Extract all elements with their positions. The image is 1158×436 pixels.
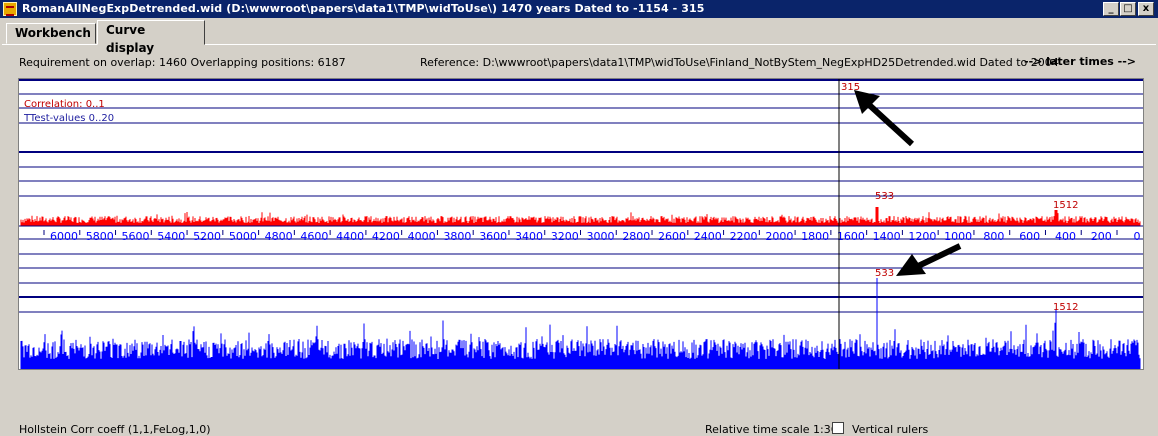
axis-tick-label: 2400 <box>694 230 722 243</box>
title-bar: RomanAllNegExpDetrended.wid (D:\wwwroot\… <box>0 0 1158 18</box>
axis-tick-label: 5400 <box>157 230 185 243</box>
curve-display-panel <box>2 44 1156 436</box>
marker-533-ttest: 533 <box>875 268 894 279</box>
minimize-button[interactable]: _ <box>1103 2 1119 16</box>
arrow-annotation-top <box>854 90 915 147</box>
axis-tick-label: 3000 <box>587 230 615 243</box>
axis-tick-label: 1000 <box>944 230 972 243</box>
app-icon <box>3 2 17 16</box>
axis-tick-label: 800 <box>983 230 1004 243</box>
axis-tick-label: 4400 <box>336 230 364 243</box>
marker-533-correlation: 533 <box>875 191 894 202</box>
correlation-curve <box>20 207 1141 226</box>
axis-tick-label: 5600 <box>122 230 150 243</box>
axis-tick-label: 1400 <box>873 230 901 243</box>
axis-tick-label: 400 <box>1055 230 1076 243</box>
marker-315: 315 <box>841 82 860 93</box>
vertical-rulers-checkbox[interactable] <box>832 422 844 434</box>
axis-tick-label: 4800 <box>265 230 293 243</box>
axis-tick-label: 3800 <box>443 230 471 243</box>
vertical-rulers-label: Vertical rulers <box>852 423 929 436</box>
tab-curve-display[interactable]: Curve display <box>97 20 205 55</box>
axis-tick-label: 4200 <box>372 230 400 243</box>
ttest-curve <box>20 278 1141 369</box>
arrow-annotation-bottom <box>896 243 962 276</box>
reference-info: Reference: D:\wwwroot\papers\data1\TMP\w… <box>420 56 1059 69</box>
axis-tick-label: 3200 <box>551 230 579 243</box>
coefficient-label: Hollstein Corr coeff (1,1,FeLog,1,0) <box>19 423 211 436</box>
maximize-button[interactable]: □ <box>1120 2 1136 16</box>
axis-tick-label: 0 <box>1134 230 1141 243</box>
window-title: RomanAllNegExpDetrended.wid (D:\wwwroot\… <box>22 2 705 15</box>
axis-tick-label: 600 <box>1019 230 1040 243</box>
axis-tick-label: 3600 <box>479 230 507 243</box>
plot-canvas: 6000 5800 5600 5400 5200 5000 4800 4600 4400 4200… <box>19 79 1143 369</box>
close-button[interactable]: x <box>1138 2 1154 16</box>
axis-tick-label: 2800 <box>622 230 650 243</box>
axis-tick-label: 4000 <box>408 230 436 243</box>
time-scale-label: Relative time scale 1:369 <box>705 423 845 436</box>
axis-tick-label: 4600 <box>300 230 328 243</box>
overlap-info: Requirement on overlap: 1460 Overlapping… <box>19 56 346 69</box>
axis-tick-label: 5800 <box>86 230 114 243</box>
axis-tick-label: 2600 <box>658 230 686 243</box>
axis-tick-label: 2000 <box>765 230 793 243</box>
axis-tick-label: 1800 <box>801 230 829 243</box>
ttest-legend: TTest-values 0..20 <box>23 113 114 124</box>
axis-tick-label: 5200 <box>193 230 221 243</box>
axis-tick-label: 200 <box>1091 230 1112 243</box>
tab-workbench[interactable]: Workbench <box>6 23 96 44</box>
axis-tick-label: 3400 <box>515 230 543 243</box>
marker-1512-ttest: 1512 <box>1053 302 1078 313</box>
axis-tick-label: 5000 <box>229 230 257 243</box>
axis-tick-label: 1600 <box>837 230 865 243</box>
axis-tick-label: 1200 <box>908 230 936 243</box>
axis-tick-label: 6000 <box>50 230 78 243</box>
correlation-legend: Correlation: 0..1 <box>24 99 105 110</box>
marker-1512-correlation: 1512 <box>1053 200 1078 211</box>
tab-bar: Workbench Curve display <box>0 19 1158 55</box>
curve-plot: 6000 5800 5600 5400 5200 5000 4800 4600 4400 4200… <box>18 78 1144 370</box>
axis-tick-label: 2200 <box>730 230 758 243</box>
later-times-link[interactable]: --> later times --> <box>1024 55 1137 68</box>
